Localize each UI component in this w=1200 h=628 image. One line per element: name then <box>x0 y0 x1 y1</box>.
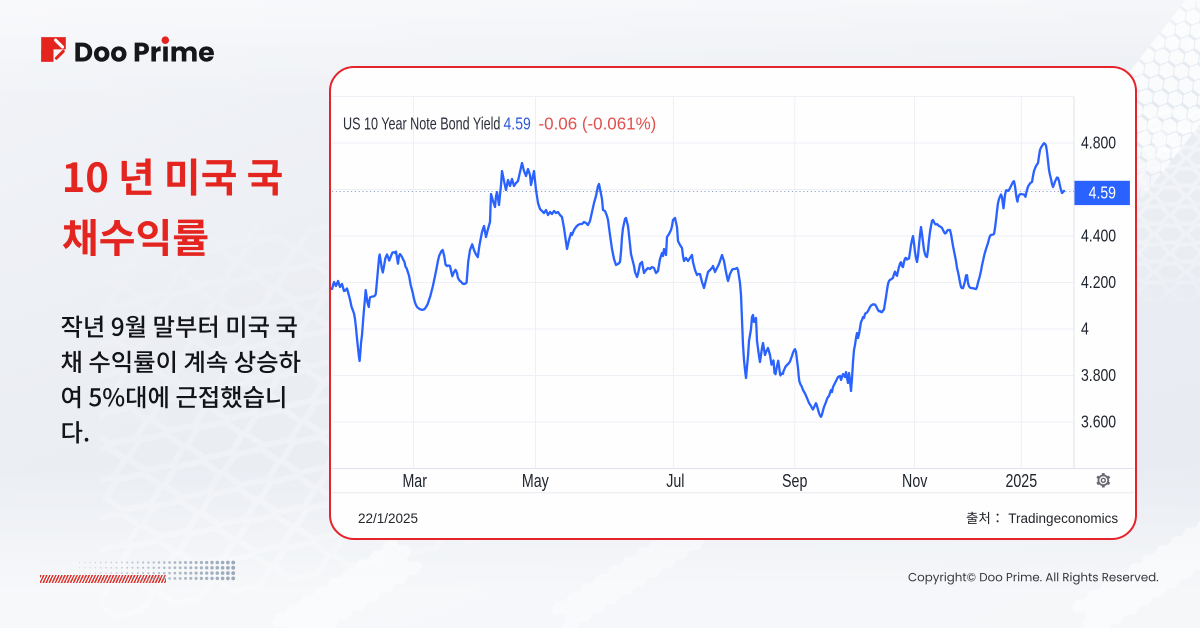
svg-text:4.59: 4.59 <box>504 114 531 134</box>
svg-text:22/1/2025: 22/1/2025 <box>358 511 418 526</box>
svg-text:Jul: Jul <box>666 471 684 491</box>
svg-text:-0.06 (-0.061%): -0.06 (-0.061%) <box>539 113 657 133</box>
svg-text:Tradingeconomics: Tradingeconomics <box>1008 511 1118 526</box>
svg-text:4.59: 4.59 <box>1089 183 1116 203</box>
svg-text:4.400: 4.400 <box>1081 226 1116 246</box>
svg-text:May: May <box>522 471 550 491</box>
svg-text:4: 4 <box>1081 319 1089 339</box>
svg-text:Sep: Sep <box>782 471 807 491</box>
svg-text:US 10 Year Note Bond Yield: US 10 Year Note Bond Yield <box>343 114 500 134</box>
svg-text:Nov: Nov <box>902 471 928 491</box>
svg-text:2025: 2025 <box>1005 471 1037 491</box>
svg-text:3.800: 3.800 <box>1081 365 1116 385</box>
svg-text:4.200: 4.200 <box>1081 272 1116 292</box>
svg-text:4.800: 4.800 <box>1081 133 1116 153</box>
svg-text:3.600: 3.600 <box>1081 412 1116 432</box>
svg-text:Mar: Mar <box>402 471 427 491</box>
